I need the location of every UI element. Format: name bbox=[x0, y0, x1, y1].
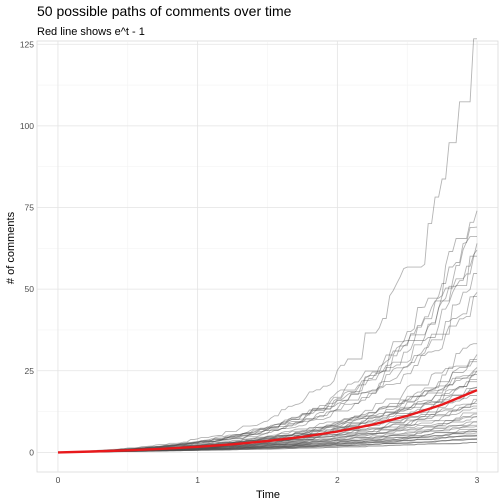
y-tick-label: 25 bbox=[25, 366, 35, 376]
reference-curve bbox=[57, 388, 478, 454]
simulated-path bbox=[57, 236, 477, 453]
simulated-path bbox=[57, 226, 478, 453]
simulated-path bbox=[57, 38, 477, 453]
y-axis-ticks: 0 25 50 75 100 125 bbox=[20, 39, 34, 457]
chart-subtitle: Red line shows e^t - 1 bbox=[37, 26, 145, 38]
x-tick-label: 1 bbox=[195, 475, 200, 485]
x-tick-label: 3 bbox=[475, 475, 480, 485]
x-tick-label: 2 bbox=[335, 475, 340, 485]
x-axis-ticks: 0 1 2 3 bbox=[56, 475, 480, 485]
y-axis-title: # of comments bbox=[5, 211, 17, 284]
x-axis-title: Time bbox=[256, 489, 280, 501]
y-tick-label: 0 bbox=[29, 447, 34, 457]
y-tick-label: 75 bbox=[25, 203, 35, 213]
x-tick-label: 0 bbox=[56, 475, 61, 485]
y-tick-label: 50 bbox=[25, 284, 35, 294]
y-tick-label: 125 bbox=[20, 39, 34, 49]
grid-minor bbox=[37, 41, 498, 472]
grid-major bbox=[37, 41, 498, 472]
y-tick-label: 100 bbox=[20, 121, 34, 131]
simulated-path bbox=[57, 210, 478, 453]
chart-title: 50 possible paths of comments over time bbox=[37, 3, 292, 19]
